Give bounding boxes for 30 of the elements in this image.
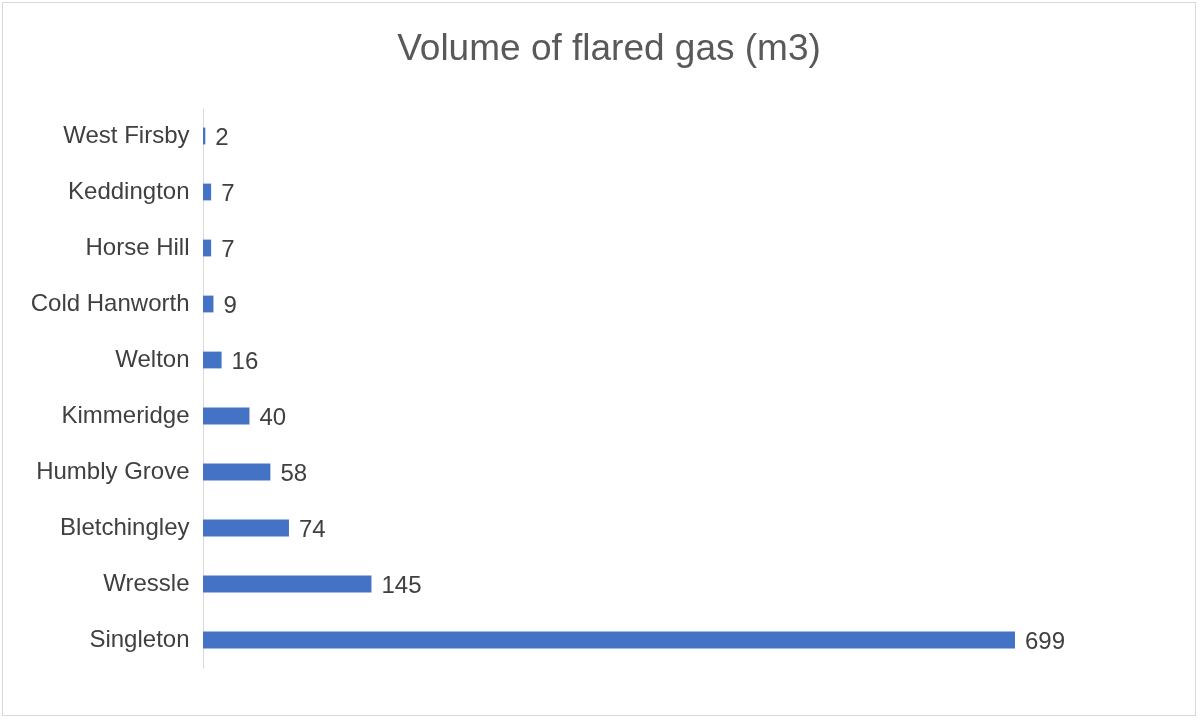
y-tick-label: Kimmeridge [61, 401, 190, 428]
data-label: 145 [381, 571, 422, 598]
y-tick-label: Singleton [89, 625, 190, 652]
bar [203, 631, 1015, 649]
bar [203, 295, 214, 313]
bar [203, 519, 289, 537]
y-tick-label: Wressle [103, 569, 190, 596]
bar [203, 239, 212, 257]
y-tick-label: Welton [115, 345, 190, 372]
y-tick-label: Keddington [68, 177, 190, 204]
data-label: 2 [215, 123, 229, 150]
y-tick-label: Cold Hanworth [30, 289, 190, 316]
chart-title: Volume of flared gas (m3) [397, 27, 821, 68]
bar [203, 351, 222, 369]
bar [203, 183, 212, 201]
data-label: 58 [280, 459, 308, 486]
data-label: 74 [298, 515, 326, 542]
y-tick-label: West Firsby [63, 121, 190, 148]
bar [203, 463, 271, 481]
data-label: 699 [1025, 627, 1066, 654]
bar [203, 575, 372, 593]
data-label: 7 [221, 235, 235, 262]
data-label: 40 [259, 403, 287, 430]
bar [203, 407, 250, 425]
y-tick-label: Humbly Grove [36, 457, 190, 484]
y-tick-label: Bletchingley [60, 513, 190, 540]
data-label: 7 [221, 179, 235, 206]
y-tick-label: Horse Hill [85, 233, 190, 260]
data-label: 16 [231, 347, 259, 374]
data-label: 9 [223, 291, 237, 318]
